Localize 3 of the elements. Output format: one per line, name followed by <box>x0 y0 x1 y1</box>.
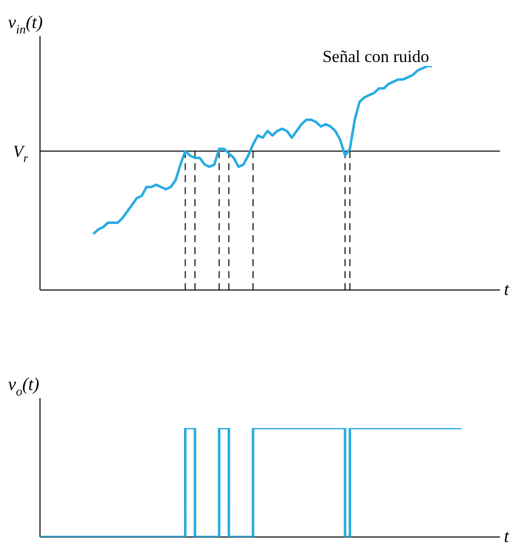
annotation: Señal con ruido <box>322 47 430 66</box>
x-axis-title: t <box>504 279 510 299</box>
x-axis-title: t <box>504 526 510 546</box>
